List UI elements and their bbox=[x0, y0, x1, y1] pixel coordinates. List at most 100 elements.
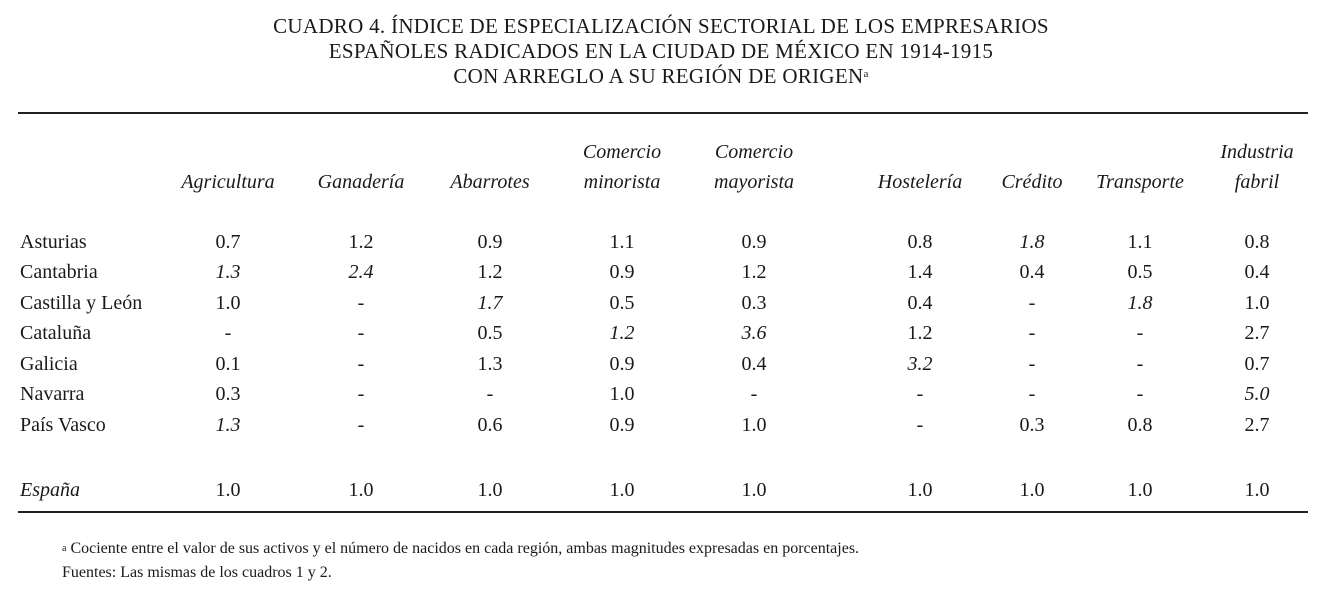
title-footnote-marker: a bbox=[863, 68, 869, 80]
total-cell: 1.0 bbox=[741, 479, 767, 501]
footnote: a Cociente entre el valor de sus activos… bbox=[62, 537, 859, 561]
total-cell: 1.0 bbox=[215, 479, 241, 501]
table-cell: 2.7 bbox=[1244, 322, 1270, 344]
footnote-marker: a bbox=[62, 543, 67, 554]
table-cell: 0.5 bbox=[1127, 261, 1153, 283]
table-cell: 0.9 bbox=[609, 261, 635, 283]
table-cell: 1.2 bbox=[609, 322, 635, 344]
row-label: Cataluña bbox=[20, 322, 92, 344]
table-cell: 1.4 bbox=[907, 261, 933, 283]
table-cell: 2.4 bbox=[348, 261, 374, 283]
table-cell: - bbox=[357, 322, 365, 344]
table-cell: - bbox=[357, 414, 365, 436]
table-cell: 0.1 bbox=[215, 353, 241, 375]
table-cell: 0.4 bbox=[907, 292, 933, 314]
table-cell: - bbox=[357, 353, 365, 375]
table-cell: 1.3 bbox=[477, 353, 503, 375]
table-cell: 1.0 bbox=[741, 414, 767, 436]
row-label: Navarra bbox=[20, 383, 85, 405]
table-cell: 1.0 bbox=[609, 383, 635, 405]
table-cell: 0.8 bbox=[1244, 231, 1270, 253]
total-cell: 1.0 bbox=[907, 479, 933, 501]
row-label: País Vasco bbox=[20, 414, 106, 436]
table-cell: 0.5 bbox=[477, 322, 503, 344]
column-header: minorista bbox=[583, 171, 661, 193]
top-rule bbox=[18, 112, 1308, 114]
table-cell: 2.7 bbox=[1244, 414, 1270, 436]
column-header: Transporte bbox=[1096, 171, 1184, 193]
table-cell: 0.5 bbox=[609, 292, 635, 314]
table-cell: 0.4 bbox=[1244, 261, 1270, 283]
column-header: Abarrotes bbox=[450, 171, 530, 193]
table-cell: 0.8 bbox=[1127, 414, 1153, 436]
row-label: Galicia bbox=[20, 353, 78, 375]
table-cell: 1.2 bbox=[477, 261, 503, 283]
column-header: Comercio bbox=[582, 141, 662, 163]
column-header: Ganadería bbox=[317, 171, 405, 193]
footnote-text: Cociente entre el valor de sus activos y… bbox=[70, 540, 860, 557]
table-cell: 0.3 bbox=[741, 292, 767, 314]
table-cell: - bbox=[1028, 322, 1036, 344]
table-cell: 1.2 bbox=[907, 322, 933, 344]
table-cell: 0.9 bbox=[609, 353, 635, 375]
table-cell: 0.4 bbox=[1019, 261, 1045, 283]
column-header: Crédito bbox=[1001, 171, 1063, 193]
total-cell: 1.0 bbox=[1019, 479, 1045, 501]
table-cell: 0.7 bbox=[1244, 353, 1270, 375]
title-line-3: CON ARREGLO A SU REGIÓN DE ORIGENa bbox=[0, 64, 1322, 89]
table-cell: 0.7 bbox=[215, 231, 241, 253]
table-cell: - bbox=[1028, 383, 1036, 405]
total-cell: 1.0 bbox=[477, 479, 503, 501]
table-cell: 1.7 bbox=[477, 292, 503, 314]
table-cell: 0.9 bbox=[477, 231, 503, 253]
table-cell: - bbox=[1028, 353, 1036, 375]
table-cell: 3.6 bbox=[741, 322, 767, 344]
table-cell: - bbox=[916, 414, 924, 436]
title-line-2: ESPAÑOLES RADICADOS EN LA CIUDAD DE MÉXI… bbox=[328, 39, 994, 63]
row-label: Cantabria bbox=[20, 261, 98, 283]
table-cell: 0.4 bbox=[741, 353, 767, 375]
column-header: mayorista bbox=[714, 171, 794, 193]
table-cell: - bbox=[357, 383, 365, 405]
total-cell: 1.0 bbox=[348, 479, 374, 501]
table-cell: - bbox=[1136, 383, 1144, 405]
table-cell: 1.1 bbox=[609, 231, 635, 253]
column-header: Agricultura bbox=[181, 171, 275, 193]
table-cell: - bbox=[224, 322, 232, 344]
sources-note: Fuentes: Las mismas de los cuadros 1 y 2… bbox=[62, 564, 332, 581]
total-cell: 1.0 bbox=[1244, 479, 1270, 501]
table-cell: - bbox=[1136, 353, 1144, 375]
table-cell: 1.8 bbox=[1127, 292, 1153, 314]
column-header: Comercio bbox=[714, 141, 794, 163]
column-header: Hostelería bbox=[877, 171, 963, 193]
title-line-1: CUADRO 4. ÍNDICE DE ESPECIALIZACIÓN SECT… bbox=[273, 14, 1049, 38]
column-header: fabril bbox=[1234, 171, 1280, 193]
column-header: Industria bbox=[1220, 141, 1294, 163]
table-cell: 1.0 bbox=[215, 292, 241, 314]
total-cell: 1.0 bbox=[609, 479, 635, 501]
row-label: Castilla y León bbox=[20, 292, 143, 314]
bottom-rule bbox=[18, 511, 1308, 513]
table-cell: 0.8 bbox=[907, 231, 933, 253]
table-cell: 0.3 bbox=[1019, 414, 1045, 436]
total-row-label: España bbox=[20, 479, 80, 501]
table-cell: - bbox=[357, 292, 365, 314]
table-cell: - bbox=[1136, 322, 1144, 344]
table-cell: 0.3 bbox=[215, 383, 241, 405]
row-label: Asturias bbox=[20, 231, 87, 253]
table-cell: 1.8 bbox=[1019, 231, 1045, 253]
total-cell: 1.0 bbox=[1127, 479, 1153, 501]
table-cell: - bbox=[916, 383, 924, 405]
table-cell: - bbox=[750, 383, 758, 405]
table-cell: 1.0 bbox=[1244, 292, 1270, 314]
table-cell: 1.2 bbox=[741, 261, 767, 283]
table-cell: - bbox=[1028, 292, 1036, 314]
table-cell: 1.3 bbox=[215, 414, 241, 436]
table-cell: 1.1 bbox=[1127, 231, 1153, 253]
table-cell: 0.9 bbox=[609, 414, 635, 436]
table-cell: 5.0 bbox=[1244, 383, 1270, 405]
table-cell: 3.2 bbox=[907, 353, 933, 375]
table-cell: 1.3 bbox=[215, 261, 241, 283]
table-cell: 0.9 bbox=[741, 231, 767, 253]
table-cell: 0.6 bbox=[477, 414, 503, 436]
